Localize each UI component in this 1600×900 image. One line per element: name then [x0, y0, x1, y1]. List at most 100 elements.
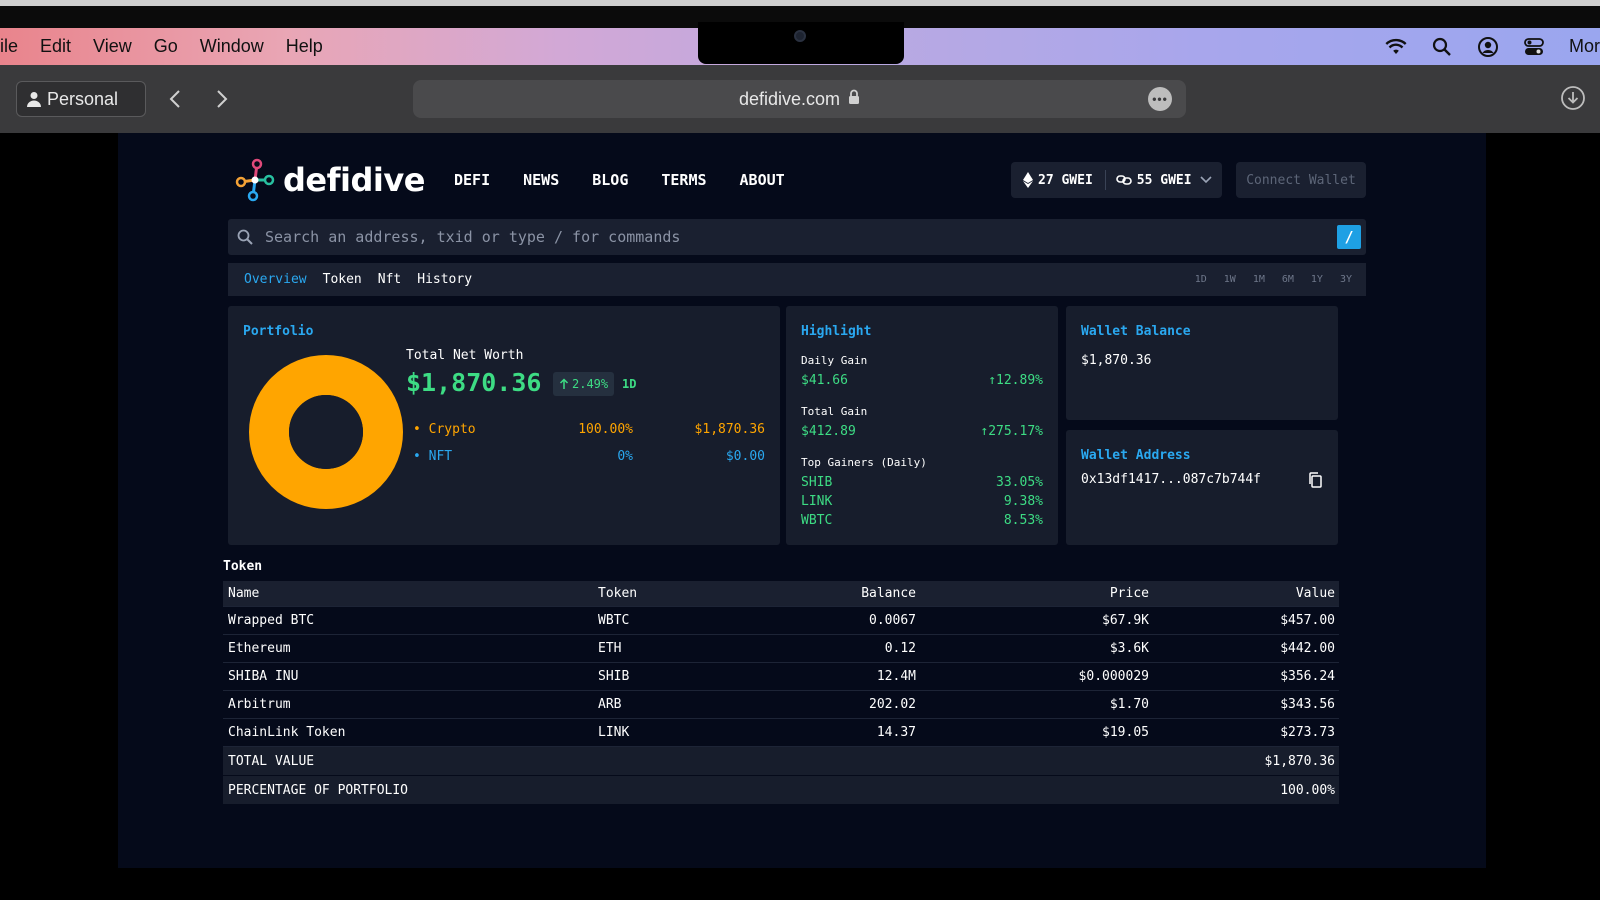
menu-help[interactable]: Help — [285, 36, 323, 56]
table-header-row: Name Token Balance Price Value — [223, 581, 1339, 607]
portfolio-card: Portfolio Total Net Worth $1,870.36 2.49… — [228, 306, 780, 545]
connect-wallet-button[interactable]: Connect Wallet — [1236, 162, 1366, 198]
site-logo[interactable]: defidive — [233, 158, 425, 202]
top-gainer-row[interactable]: SHIB 33.05% — [801, 475, 1043, 490]
donut-crypto-slice — [249, 355, 403, 509]
daily-gain-pct: ↑12.89% — [988, 373, 1043, 388]
net-worth-label: Total Net Worth — [406, 348, 524, 363]
token-price: $1.70 — [1109, 697, 1149, 712]
menu-view[interactable]: View — [93, 36, 132, 56]
more-options-icon[interactable]: ••• — [1148, 87, 1172, 111]
arrow-up-icon — [559, 378, 569, 389]
allocation-percent: 100.00% — [578, 422, 633, 437]
address-bar[interactable]: defidive.com ••• — [413, 80, 1186, 118]
gainer-symbol: SHIB — [801, 475, 833, 490]
search-shortcut-key[interactable]: / — [1337, 225, 1361, 249]
table-row[interactable]: Wrapped BTC WBTC 0.0067 $67.9K $457.00 — [223, 607, 1339, 635]
gainer-pct: 8.53% — [1003, 513, 1043, 528]
search-bar[interactable]: Search an address, txid or type / for co… — [228, 219, 1366, 255]
token-price: $67.9K — [1102, 613, 1149, 628]
token-name: Wrapped BTC — [228, 613, 315, 628]
table-row[interactable]: Ethereum ETH 0.12 $3.6K $442.00 — [223, 635, 1339, 663]
token-symbol: ETH — [598, 641, 622, 656]
menubar-more-label[interactable]: Mor — [1569, 36, 1600, 56]
total-gain-pct: ↑275.17% — [980, 424, 1043, 439]
copy-icon[interactable] — [1308, 472, 1322, 488]
token-value: $343.56 — [1280, 697, 1335, 712]
menu-window[interactable]: Window — [199, 36, 264, 56]
camera-dot — [794, 30, 806, 42]
time-range-selector: 1D 1W 1M 6M 1Y 3Y — [1178, 263, 1352, 296]
allocation-name: • Crypto — [413, 422, 476, 437]
menu-go[interactable]: Go — [153, 36, 178, 56]
token-balance: 0.12 — [884, 641, 916, 656]
nav-news[interactable]: NEWS — [523, 171, 560, 189]
nav-blog[interactable]: BLOG — [592, 171, 629, 189]
column-header-price[interactable]: Price — [1109, 586, 1149, 601]
allocation-value: $0.00 — [725, 449, 765, 464]
token-name: ChainLink Token — [228, 725, 346, 740]
total-gain-row: $412.89 ↑275.17% — [801, 424, 1043, 439]
wifi-icon[interactable] — [1385, 36, 1407, 58]
range-6m[interactable]: 6M — [1281, 274, 1294, 285]
daily-gain-row: $41.66 ↑12.89% — [801, 373, 1043, 388]
gainer-symbol: WBTC — [801, 513, 833, 528]
tab-token[interactable]: Token — [322, 272, 362, 287]
control-center-icon[interactable] — [1523, 36, 1545, 58]
user-account-icon[interactable] — [1477, 36, 1499, 58]
nav-terms[interactable]: TERMS — [661, 171, 707, 189]
gas-price-dropdown[interactable]: 27 GWEI 55 GWEI — [1011, 162, 1222, 198]
range-1m[interactable]: 1M — [1252, 274, 1265, 285]
gainer-pct: 9.38% — [1003, 494, 1043, 509]
menu-file[interactable]: ile — [0, 36, 19, 56]
tab-overview[interactable]: Overview — [244, 272, 307, 287]
column-header-token[interactable]: Token — [598, 586, 638, 601]
logo-molecule-icon — [235, 158, 275, 202]
forward-button[interactable] — [207, 83, 237, 115]
token-balance: 12.4M — [876, 669, 916, 684]
range-1w[interactable]: 1W — [1223, 274, 1236, 285]
total-gain-label: Total Gain — [801, 405, 868, 418]
column-header-name[interactable]: Name — [228, 586, 260, 601]
column-header-value[interactable]: Value — [1295, 586, 1335, 601]
token-price: $0.000029 — [1078, 669, 1149, 684]
chevron-down-icon — [1200, 176, 1212, 184]
ethereum-icon — [1023, 172, 1033, 188]
downloads-button[interactable] — [1560, 85, 1586, 111]
menu-edit[interactable]: Edit — [40, 36, 72, 56]
percentage-value: 100.00% — [1280, 783, 1335, 798]
highlight-title: Highlight — [801, 324, 872, 339]
nav-about[interactable]: ABOUT — [739, 171, 785, 189]
search-input[interactable]: Search an address, txid or type / for co… — [265, 228, 681, 246]
token-symbol: LINK — [598, 725, 630, 740]
table-row[interactable]: SHIBA INU SHIB 12.4M $0.000029 $356.24 — [223, 663, 1339, 691]
wallet-balance-value: $1,870.36 — [1081, 353, 1152, 368]
range-1d[interactable]: 1D — [1194, 274, 1207, 285]
table-row[interactable]: Arbitrum ARB 202.02 $1.70 $343.56 — [223, 691, 1339, 719]
total-value-label: TOTAL VALUE — [228, 754, 315, 769]
tab-nft[interactable]: Nft — [377, 272, 402, 287]
tab-history[interactable]: History — [417, 272, 473, 287]
top-gainer-row[interactable]: WBTC 8.53% — [801, 513, 1043, 528]
token-balance: 14.37 — [876, 725, 916, 740]
column-header-balance[interactable]: Balance — [861, 586, 916, 601]
chain-gas: 55 GWEI — [1106, 173, 1212, 188]
spotlight-search-icon[interactable] — [1431, 36, 1453, 58]
token-symbol: ARB — [598, 697, 622, 712]
net-worth-change-badge: 2.49% — [553, 372, 615, 396]
back-button[interactable] — [160, 83, 190, 115]
url-text: defidive.com — [738, 88, 841, 109]
profile-button[interactable]: Personal — [16, 81, 146, 117]
range-1y[interactable]: 1Y — [1310, 274, 1323, 285]
download-icon — [1561, 86, 1585, 110]
nav-defi[interactable]: DEFI — [454, 171, 491, 189]
range-3y[interactable]: 3Y — [1339, 274, 1352, 285]
table-row[interactable]: ChainLink Token LINK 14.37 $19.05 $273.7… — [223, 719, 1339, 747]
logo-text: defidive — [283, 161, 425, 199]
chevron-right-icon — [217, 90, 228, 108]
token-name: SHIBA INU — [228, 669, 299, 684]
allocation-donut-chart — [249, 355, 403, 509]
top-gainer-row[interactable]: LINK 9.38% — [801, 494, 1043, 509]
allocation-name: • NFT — [413, 449, 453, 464]
wallet-balance-title: Wallet Balance — [1081, 324, 1191, 339]
